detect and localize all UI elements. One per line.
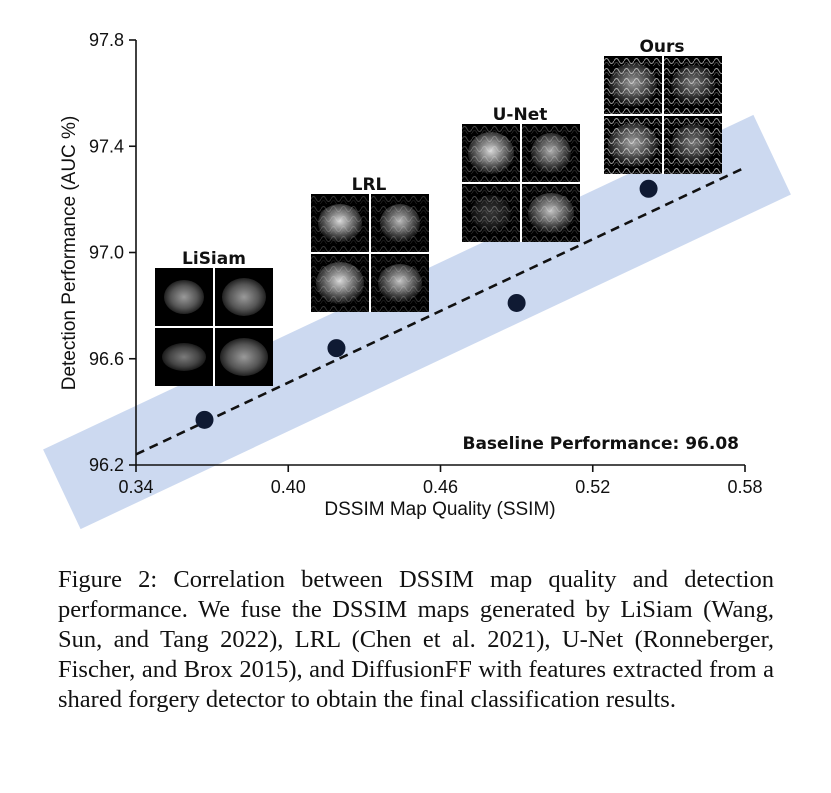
- x-axis-label: DSSIM Map Quality (SSIM): [324, 499, 555, 520]
- data-point-u-net: [507, 293, 526, 312]
- x-tick-label: 0.34: [118, 477, 153, 497]
- model-label: U-Net: [493, 105, 548, 125]
- model-label: LRL: [352, 175, 387, 195]
- baseline-annotation: Baseline Performance: 96.08: [463, 434, 740, 454]
- thumbnail-unet: [462, 124, 580, 242]
- x-tick-label: 0.40: [271, 477, 306, 497]
- y-tick-label: 96.6: [89, 349, 124, 369]
- thumbnail-ours: [604, 56, 722, 174]
- y-tick-label: 97.0: [89, 243, 124, 263]
- model-label: Ours: [639, 37, 684, 57]
- y-tick-label: 97.8: [89, 30, 124, 50]
- y-axis-label: Detection Performance (AUC %): [59, 116, 80, 391]
- x-axis: 0.34 0.40 0.46 0.52 0.58: [118, 464, 763, 497]
- thumbnail-lrl: [311, 194, 429, 312]
- data-point-ours: [639, 179, 658, 198]
- trend-band: [43, 114, 791, 530]
- y-axis: 96.2 96.6 97.0 97.4 97.8: [89, 30, 137, 475]
- x-tick-label: 0.58: [727, 477, 762, 497]
- x-tick-label: 0.46: [423, 477, 458, 497]
- thumbnail-lisiam: [155, 268, 273, 386]
- figure-caption: Figure 2: Correlation between DSSIM map …: [58, 566, 774, 713]
- data-point-lrl: [327, 339, 346, 358]
- y-tick-label: 96.2: [89, 455, 124, 475]
- trend-line: [135, 166, 746, 456]
- x-tick-label: 0.52: [575, 477, 610, 497]
- model-label: LiSiam: [182, 249, 246, 269]
- thumbnails: [155, 56, 722, 386]
- data-point-lisiam: [195, 410, 214, 429]
- correlation-chart: 96.2 96.6 97.0 97.4 97.8 0.34 0.40 0.46 0.52 0.5…: [43, 30, 791, 530]
- y-tick-label: 97.4: [89, 136, 124, 156]
